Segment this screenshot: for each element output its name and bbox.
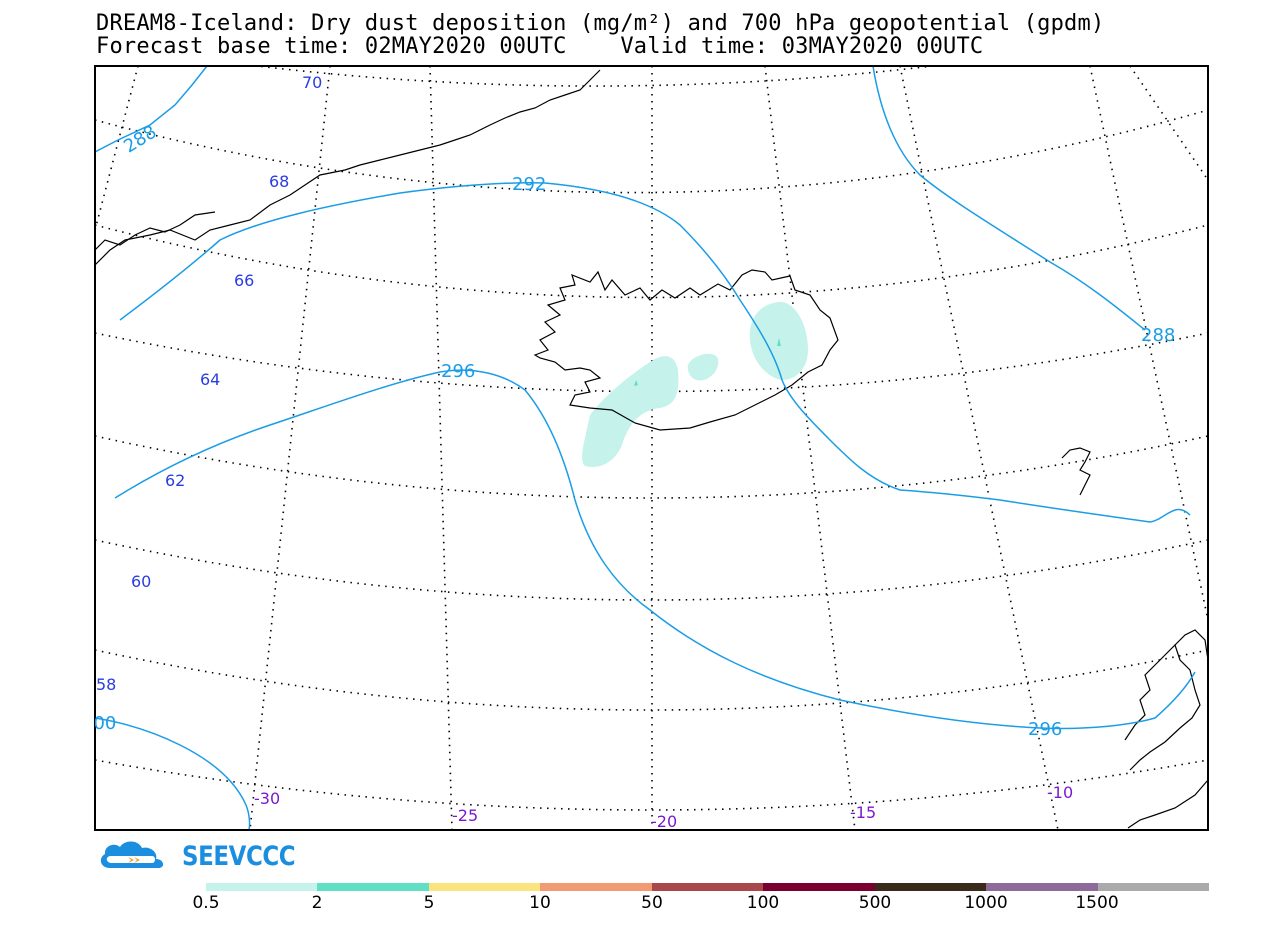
legend-swatch-3: [540, 883, 652, 891]
scotland-coast: [1124, 643, 1201, 771]
lon-label-15: -15: [850, 803, 876, 822]
legend-swatch-4: [651, 883, 764, 891]
lat-label-62: 62: [165, 471, 185, 490]
lon-line-35: [95, 66, 139, 231]
dust-area-central: [687, 353, 719, 381]
legend-swatch-7: [986, 883, 1098, 891]
lat-line-56: [95, 759, 1208, 811]
legend-tick-2: 5: [423, 893, 435, 913]
latitude-gridlines: [95, 66, 1208, 811]
coastlines: [95, 69, 1208, 829]
greenland-coast-2: [95, 211, 216, 251]
legend-tick-5: 100: [746, 893, 780, 913]
lat-line-58: [95, 649, 1208, 711]
lat-line-62: [95, 435, 1208, 499]
lat-label-70: 70: [302, 73, 322, 92]
legend-swatch-0: [206, 883, 318, 891]
legend-colorbar: [206, 883, 1209, 891]
contour-300: [95, 717, 251, 830]
legend-tick-4: 50: [641, 893, 663, 913]
norway-coast: [1127, 779, 1208, 829]
lat-line-70: [250, 66, 939, 87]
longitude-gridlines: [95, 66, 1208, 830]
iceland-coast: [533, 269, 839, 431]
lat-label-68: 68: [269, 172, 289, 191]
lon-line-30: [249, 66, 331, 830]
lon-label-20: -20: [651, 812, 677, 831]
contour-label-300: 300: [82, 713, 116, 734]
contour-296: [114, 369, 1196, 730]
dust-deposition-areas: [582, 301, 808, 468]
dust-spot-medium: [634, 380, 638, 386]
lat-label-60: 60: [131, 572, 151, 591]
contour-label-288-east: 288: [1141, 325, 1175, 346]
lon-label-25: -25: [452, 806, 478, 825]
legend-tick-0: 0.5: [192, 893, 220, 913]
legend-tick-6: 500: [858, 893, 892, 913]
contour-label-288-west: 288: [120, 121, 160, 157]
logo-text: SEEVCCC: [182, 840, 296, 872]
contour-288-west: [95, 66, 208, 153]
lon-line-0: [1129, 66, 1208, 181]
lat-line-66: [95, 224, 1208, 299]
seevccc-logo: SEEVCCC: [96, 838, 315, 874]
lat-line-60: [95, 539, 1208, 601]
dust-area-south: [582, 356, 679, 468]
longitude-labels: -30 -25 -20 -15 -10: [254, 783, 1073, 831]
lon-label-30: -30: [254, 789, 280, 808]
lon-line-25: [429, 66, 453, 830]
map-frame: [94, 65, 1209, 831]
legend-tick-3: 10: [529, 893, 551, 913]
contour-label-296-west: 296: [441, 361, 475, 382]
contour-292: [119, 182, 1191, 523]
legend-tick-8: 1500: [1075, 893, 1119, 913]
map-title: DREAM8-Iceland: Dry dust deposition (mg/…: [96, 11, 1105, 36]
dust-spot-medium-east: [777, 338, 781, 346]
lon-label-10: -10: [1047, 783, 1073, 802]
contour-288-east: [872, 66, 1146, 331]
legend-tick-7: 1000: [964, 893, 1008, 913]
legend-swatch-1: [317, 883, 429, 891]
legend-swatch-5: [763, 883, 875, 891]
cloud-icon: [100, 841, 164, 868]
lat-label-64: 64: [200, 370, 220, 389]
legend-swatch-6: [874, 883, 987, 891]
faroe-islands: [1061, 447, 1091, 496]
lat-label-66: 66: [234, 271, 254, 290]
lat-label-58: 58: [96, 675, 116, 694]
map-subtitle-times: Forecast base time: 02MAY2020 00UTC Vali…: [96, 34, 984, 59]
legend-swatch-8: [1097, 883, 1209, 891]
geopotential-contours: [95, 66, 1196, 830]
contour-label-292: 292: [512, 174, 546, 195]
legend-tick-labels: 0.5 2 5 10 50 100 500 1000 1500: [0, 893, 1271, 915]
legend-tick-1: 2: [311, 893, 323, 913]
lon-line-15: [764, 66, 856, 830]
legend-swatch-2: [428, 883, 541, 891]
contour-label-296-east: 296: [1028, 719, 1062, 740]
scotland-coast-2: [1174, 629, 1208, 661]
contour-labels: 288 292 288 296 296 300: [82, 121, 1175, 740]
greenland-coast: [95, 69, 601, 266]
latitude-labels: 70 68 66 64 62 60 58: [96, 73, 322, 694]
